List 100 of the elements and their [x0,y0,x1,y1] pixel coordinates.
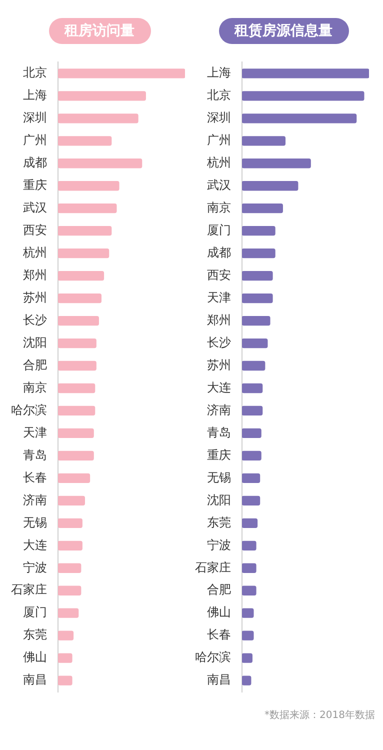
y-tick-label: 武汉 [207,178,231,192]
y-tick-label: 石家庄 [11,582,47,597]
bar [242,360,266,371]
y-tick-label: 长春 [23,470,47,484]
y-tick-label: 北京 [23,66,47,80]
y-tick-label: 哈尔滨 [195,650,231,664]
bar [58,473,90,484]
bar [58,158,142,168]
bar [58,586,82,596]
y-tick-label: 上海 [207,66,231,80]
y-tick-label: 天津 [207,290,231,304]
y-tick-label: 合肥 [207,582,231,597]
bar [58,630,74,640]
y-tick-label: 南昌 [23,672,47,687]
bar [58,676,72,686]
bar [58,204,117,214]
y-tick-label: 郑州 [23,268,47,282]
y-tick-label: 长沙 [207,335,231,350]
y-tick-label: 广州 [207,133,231,148]
y-tick-label: 济南 [23,492,47,507]
y-tick-label: 厦门 [207,222,231,237]
y-tick-label: 无锡 [23,515,47,530]
y-tick-label: 重庆 [23,178,47,192]
bar [58,136,112,146]
y-tick-label: 苏州 [207,358,231,372]
y-tick-label: 广州 [23,133,47,148]
bar [58,181,120,191]
bar [242,316,270,326]
bar [58,91,146,101]
y-tick-label: 北京 [207,88,231,102]
bar [242,204,283,214]
y-tick-label: 南京 [23,380,47,394]
y-tick-label: 西安 [207,268,231,282]
bar [242,293,273,304]
y-tick-label: 深圳 [207,110,231,125]
bar [242,450,262,461]
y-tick-label: 西安 [23,222,47,237]
bar [58,563,82,573]
y-tick-label: 长沙 [23,312,47,327]
bar [242,608,254,618]
bar [242,630,254,640]
bar [242,136,286,146]
bar [242,586,256,596]
bar [242,676,252,686]
y-tick-label: 青岛 [23,448,47,462]
bar [242,248,276,258]
bar [58,450,94,461]
y-tick-label: 南昌 [207,672,231,687]
bar [58,338,96,348]
bar [242,540,256,550]
y-tick-label: 苏州 [23,290,47,304]
bar [58,406,96,416]
bar [58,518,82,528]
y-tick-label: 佛山 [23,650,47,664]
bar [58,270,104,281]
y-tick-label: 大连 [207,380,231,394]
y-tick-label: 哈尔滨 [11,402,47,417]
y-tick-label: 南京 [207,200,231,214]
y-tick-label: 沈阳 [23,335,47,350]
y-tick-label: 上海 [23,88,47,102]
y-tick-label: 深圳 [23,110,47,125]
bar [58,114,138,124]
bar [58,428,94,438]
text: *数据来源：2018年数据 [264,708,375,722]
y-tick-label: 天津 [23,425,47,440]
bar [242,428,262,438]
y-tick-label: 佛山 [207,605,231,620]
bar [58,360,96,371]
bar [242,518,258,528]
bar [58,293,102,304]
y-tick-label: 成都 [207,245,231,260]
bar [242,473,260,484]
y-tick-label: 石家庄 [195,560,231,574]
y-tick-label: 长春 [207,628,231,642]
y-tick-label: 东莞 [23,628,47,642]
bar [242,158,311,168]
y-tick-label: 重庆 [207,448,231,462]
bar [58,383,96,394]
bar [58,653,72,663]
bar [242,68,369,78]
y-tick-label: 无锡 [207,470,231,484]
bar [242,114,357,124]
y-tick-label: 大连 [23,538,47,552]
y-tick-label: 武汉 [23,200,47,214]
chart-title: 租赁房源信息量 [218,18,348,44]
y-tick-label: 合肥 [23,358,47,372]
y-tick-label: 厦门 [23,605,47,620]
bar [58,316,99,326]
chart-title: 租房访问量 [48,18,150,44]
y-tick-label: 沈阳 [207,492,231,507]
y-tick-label: 宁波 [207,538,231,552]
y-tick-label: 宁波 [23,560,47,574]
bar [242,563,256,573]
bar [242,406,263,416]
bar [242,383,263,394]
y-tick-label: 杭州 [206,156,231,170]
bar [58,608,79,618]
bar [58,496,85,506]
bar [242,226,276,236]
y-tick-label: 青岛 [207,425,231,440]
